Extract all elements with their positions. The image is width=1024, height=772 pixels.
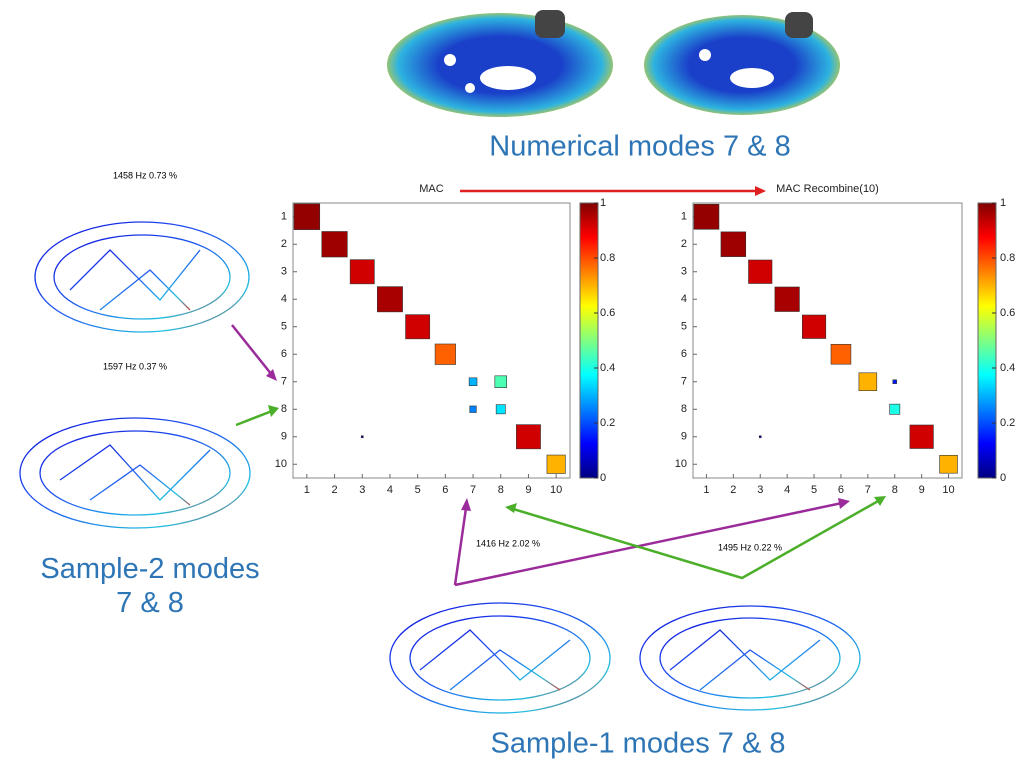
y-tick-label: 4: [281, 293, 287, 305]
annotation: 1597 Hz 0.37 %: [103, 361, 167, 371]
mac-cell: [469, 405, 477, 413]
colorbar-label: 0.4: [1000, 362, 1015, 374]
mac-cell: [909, 424, 934, 449]
colorbar-label: 0.8: [1000, 252, 1015, 264]
mac-cell: [748, 259, 773, 284]
x-tick-label: 9: [919, 484, 925, 496]
colorbar-label: 1: [1000, 197, 1006, 209]
mac-cell: [720, 231, 747, 257]
x-tick-label: 6: [442, 484, 448, 496]
colorbar-label: 0.4: [600, 362, 615, 374]
x-tick-label: 7: [470, 484, 476, 496]
chart-title: MAC: [419, 183, 444, 195]
mac-cell: [546, 454, 566, 474]
y-tick-label: 7: [281, 376, 287, 388]
x-tick-label: 4: [784, 484, 790, 496]
colorbar-label: 1: [600, 197, 606, 209]
y-tick-label: 2: [281, 238, 287, 250]
annotation: 1495 Hz 0.22 %: [718, 542, 782, 552]
x-tick-label: 5: [415, 484, 421, 496]
x-tick-label: 5: [811, 484, 817, 496]
x-tick-label: 4: [387, 484, 393, 496]
x-tick-label: 2: [730, 484, 736, 496]
mac-cell: [434, 343, 456, 365]
y-tick-label: 4: [681, 293, 687, 305]
mac-cell: [349, 259, 375, 285]
x-tick-label: 8: [892, 484, 898, 496]
mesh: [639, 605, 861, 711]
y-tick-label: 3: [281, 266, 287, 278]
mac-cell: [892, 379, 897, 384]
colorbar-label: 0.2: [600, 417, 615, 429]
y-tick-label: 2: [681, 238, 687, 250]
x-tick-label: 3: [359, 484, 365, 496]
y-tick-label: 5: [281, 321, 287, 333]
mac-cell: [889, 403, 901, 415]
y-tick-label: 7: [681, 376, 687, 388]
fe-model: [644, 12, 840, 115]
colorbar: [579, 202, 599, 479]
caption: Sample-1 modes 7 & 8: [491, 728, 786, 760]
mac-cell: [774, 286, 800, 312]
mac-cell: [801, 314, 827, 339]
mac-cell: [495, 404, 506, 415]
colorbar-label: 0.8: [600, 252, 615, 264]
mac-cell: [858, 372, 878, 391]
mac-cell: [494, 375, 507, 388]
y-tick-label: 5: [681, 321, 687, 333]
y-tick-label: 10: [275, 458, 287, 470]
x-tick-label: 10: [942, 484, 954, 496]
x-tick-label: 3: [757, 484, 763, 496]
caption-box: Sample-2 modes 7 & 8: [40, 553, 260, 619]
colorbar: [977, 202, 997, 479]
y-tick-label: 10: [675, 458, 687, 470]
mac-cell: [468, 377, 478, 386]
mac-cell: [939, 455, 958, 474]
x-tick-label: 8: [498, 484, 504, 496]
y-tick-label: 1: [681, 211, 687, 223]
y-tick-label: 9: [281, 431, 287, 443]
y-tick-label: 3: [681, 266, 687, 278]
y-tick-label: 8: [681, 403, 687, 415]
x-tick-label: 1: [703, 484, 709, 496]
colorbar-label: 0.2: [1000, 417, 1015, 429]
mac-cell: [293, 203, 321, 230]
mac-cell: [405, 314, 431, 340]
mesh: [389, 602, 611, 714]
annotation: 1416 Hz 2.02 %: [476, 538, 540, 548]
y-tick-label: 9: [681, 431, 687, 443]
mesh: [19, 417, 251, 529]
x-tick-label: 2: [331, 484, 337, 496]
caption: Sample-2 modes 7 & 8: [40, 553, 260, 619]
x-tick-label: 6: [838, 484, 844, 496]
mesh: [34, 221, 250, 333]
caption: Numerical modes 7 & 8: [489, 131, 790, 163]
arrows: [231, 186, 886, 587]
mac-cell: [758, 435, 762, 439]
x-tick-label: 9: [525, 484, 531, 496]
fe-model: [387, 10, 613, 117]
colorbar-label: 0: [1000, 472, 1006, 484]
y-tick-label: 6: [281, 348, 287, 360]
x-tick-label: 1: [304, 484, 310, 496]
x-tick-label: 7: [865, 484, 871, 496]
chart-title: MAC Recombine(10): [776, 183, 879, 195]
y-tick-label: 6: [681, 348, 687, 360]
mac-cell: [830, 343, 852, 365]
colorbar-label: 0.6: [600, 307, 615, 319]
mac-cell: [693, 203, 720, 230]
colorbar-label: 0: [600, 472, 606, 484]
mac-cell: [360, 435, 364, 439]
mac-cell: [321, 231, 348, 258]
colorbar-label: 0.6: [1000, 307, 1015, 319]
y-tick-label: 1: [281, 211, 287, 223]
mac-cell: [377, 286, 403, 313]
annotation: 1458 Hz 0.73 %: [113, 170, 177, 180]
mac-cell: [516, 424, 541, 450]
x-tick-label: 10: [550, 484, 562, 496]
y-tick-label: 8: [281, 403, 287, 415]
